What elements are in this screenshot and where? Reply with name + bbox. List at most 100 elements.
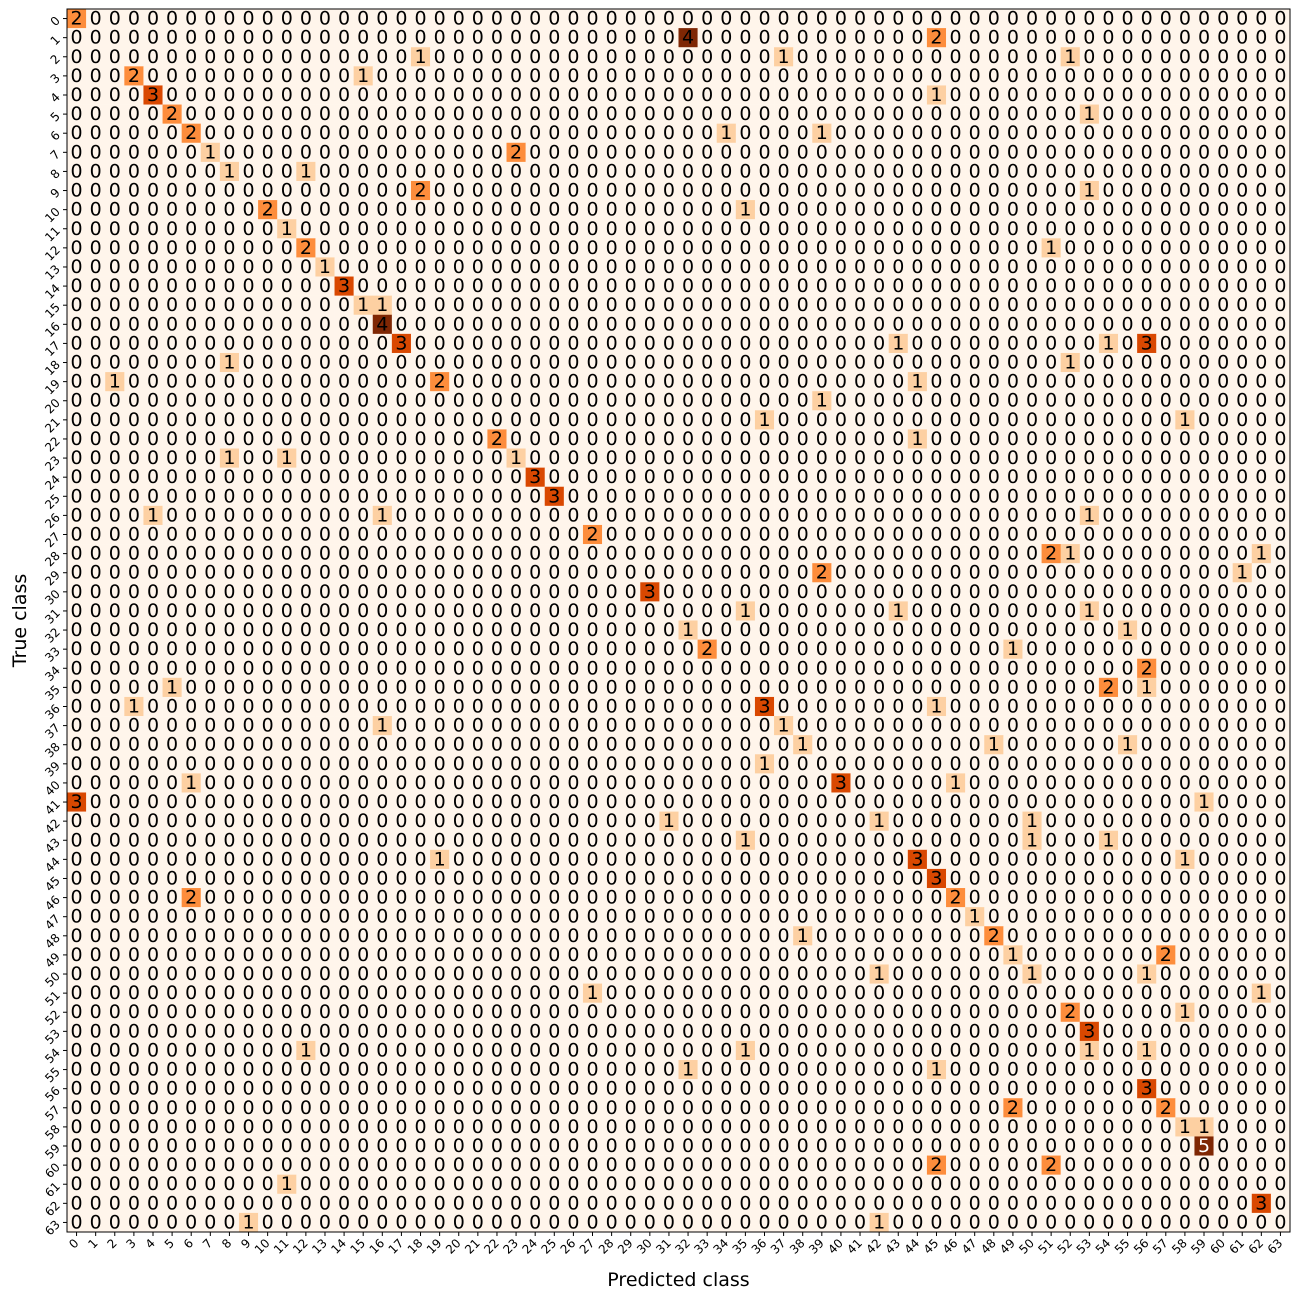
matrix-cell [143, 28, 163, 48]
matrix-cell [1175, 28, 1195, 48]
matrix-cell [697, 66, 718, 86]
matrix-cell [563, 9, 584, 29]
matrix-cell [1156, 9, 1176, 29]
matrix-cell [1079, 28, 1100, 48]
matrix-cell [640, 47, 660, 67]
matrix-cell [1232, 47, 1253, 67]
matrix-cell [1098, 28, 1119, 48]
matrix-cell [716, 9, 737, 29]
matrix-cell [907, 66, 928, 86]
matrix-cell [124, 47, 144, 67]
matrix-cell [391, 47, 412, 67]
matrix-cell [774, 28, 794, 48]
matrix-cell [1251, 9, 1272, 29]
matrix-cell [200, 28, 221, 48]
matrix-cell [640, 66, 660, 86]
matrix-cell [850, 28, 870, 48]
matrix-cell [984, 47, 1004, 67]
matrix-cell [907, 9, 928, 29]
matrix-cell [506, 47, 526, 67]
matrix-cell [697, 47, 718, 67]
matrix-cell [754, 47, 775, 67]
matrix-cell [258, 47, 278, 67]
matrix-cell [487, 9, 507, 29]
matrix-cell [334, 28, 354, 48]
matrix-cell [315, 28, 335, 48]
matrix-cell [105, 9, 125, 29]
matrix-cell [1003, 47, 1023, 67]
matrix-cell [1137, 28, 1157, 48]
matrix-cell [200, 66, 221, 86]
matrix-cell [315, 47, 335, 67]
matrix-cell [430, 66, 450, 86]
matrix-cell [219, 9, 240, 29]
matrix-cell [869, 28, 889, 48]
matrix-cell [659, 66, 679, 86]
matrix-cell [716, 28, 737, 48]
matrix-cell [525, 47, 546, 67]
matrix-cell [888, 47, 909, 67]
matrix-cell [1060, 9, 1081, 29]
matrix-cell [774, 47, 794, 67]
matrix-cell [181, 9, 202, 29]
matrix-cell [697, 9, 718, 29]
matrix-cell [67, 47, 87, 67]
matrix-cell [525, 28, 546, 48]
matrix-cell [162, 28, 182, 48]
matrix-cell [277, 66, 297, 86]
matrix-cell [200, 47, 221, 67]
matrix-cell [1118, 47, 1138, 67]
matrix-cell [391, 66, 412, 86]
matrix-cell [506, 28, 526, 48]
matrix-cell [1156, 28, 1176, 48]
matrix-cell [678, 28, 698, 48]
matrix-cell [372, 66, 393, 86]
matrix-cell [1118, 9, 1138, 29]
matrix-cell [888, 28, 909, 48]
matrix-cell [372, 9, 393, 29]
matrix-cell [162, 66, 182, 86]
matrix-cell [315, 9, 335, 29]
matrix-cell [869, 9, 889, 29]
matrix-cell [277, 47, 297, 67]
matrix-cell [1213, 28, 1233, 48]
matrix-cell [602, 47, 622, 67]
matrix-cell [105, 28, 125, 48]
matrix-cell [774, 9, 794, 29]
matrix-cell [430, 28, 450, 48]
matrix-cell [735, 47, 756, 67]
matrix-cell [678, 66, 698, 86]
matrix-cell [86, 28, 106, 48]
matrix-cell [850, 66, 870, 86]
matrix-cell [640, 28, 660, 48]
matrix-cell [1194, 47, 1214, 67]
matrix-cell [124, 9, 144, 29]
matrix-cell [219, 66, 240, 86]
matrix-cell [582, 28, 603, 48]
matrix-cell [105, 47, 125, 67]
matrix-cell [430, 47, 450, 67]
matrix-cells [67, 9, 1291, 1233]
matrix-cell [162, 9, 182, 29]
matrix-cell [1041, 28, 1061, 48]
matrix-cell [582, 47, 603, 67]
matrix-cell [1041, 47, 1061, 67]
matrix-cell [716, 66, 737, 86]
matrix-cell [181, 47, 202, 67]
matrix-cell [67, 9, 87, 29]
matrix-cell [449, 47, 469, 67]
matrix-cell [353, 47, 374, 67]
matrix-cell [946, 28, 966, 48]
matrix-cell [965, 28, 985, 48]
matrix-cell [774, 66, 794, 86]
matrix-cell [372, 47, 393, 67]
matrix-cell [1175, 47, 1195, 67]
matrix-cell [1270, 9, 1291, 29]
matrix-cell [315, 66, 335, 86]
matrix-cell [563, 28, 584, 48]
matrix-cell [544, 28, 565, 48]
matrix-cell [143, 9, 163, 29]
matrix-cell [430, 9, 450, 29]
matrix-cell [1213, 47, 1233, 67]
matrix-cell [487, 28, 507, 48]
